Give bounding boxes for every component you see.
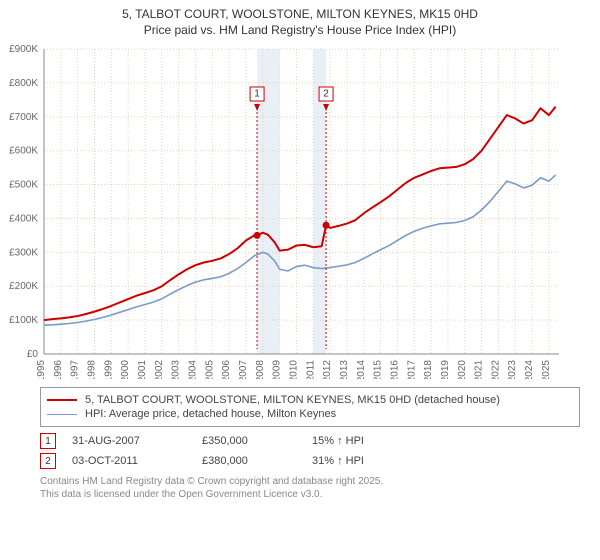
annotation-price: £350,000 (202, 435, 312, 447)
annotation-pct: 15% ↑ HPI (312, 435, 432, 447)
annotation-row: 2 03-OCT-2011 £380,000 31% ↑ HPI (40, 453, 600, 469)
svg-text:2015: 2015 (373, 360, 384, 379)
legend: 5, TALBOT COURT, WOOLSTONE, MILTON KEYNE… (40, 387, 580, 427)
svg-text:£600K: £600K (9, 146, 38, 157)
svg-text:2018: 2018 (423, 360, 434, 379)
footer-line-1: Contains HM Land Registry data © Crown c… (40, 475, 600, 488)
chart-area: £0 £100K £200K £300K £400K £500K £600K £700K £80… (4, 44, 600, 379)
svg-text:£0: £0 (27, 349, 39, 360)
svg-text:2025: 2025 (541, 360, 552, 379)
svg-text:1996: 1996 (53, 360, 64, 379)
svg-text:2014: 2014 (356, 360, 367, 379)
svg-text:1: 1 (254, 89, 260, 100)
price-chart-svg: £0 £100K £200K £300K £400K £500K £600K £700K £80… (4, 44, 564, 379)
svg-text:£700K: £700K (9, 112, 38, 123)
title-line-2: Price paid vs. HM Land Registry's House … (0, 22, 600, 38)
sale-annotations: 1 31-AUG-2007 £350,000 15% ↑ HPI 2 03-OC… (40, 433, 600, 469)
svg-text:2012: 2012 (322, 360, 333, 379)
svg-text:1998: 1998 (86, 360, 97, 379)
svg-text:£300K: £300K (9, 248, 38, 259)
svg-text:1997: 1997 (70, 360, 81, 379)
svg-text:2021: 2021 (474, 360, 485, 379)
title-line-1: 5, TALBOT COURT, WOOLSTONE, MILTON KEYNE… (0, 6, 600, 22)
svg-text:1999: 1999 (103, 360, 114, 379)
legend-label: HPI: Average price, detached house, Milt… (85, 408, 336, 420)
svg-text:2003: 2003 (171, 360, 182, 379)
legend-swatch (47, 414, 77, 416)
svg-text:2000: 2000 (120, 360, 131, 379)
annotation-date: 03-OCT-2011 (72, 455, 202, 467)
annotation-row: 1 31-AUG-2007 £350,000 15% ↑ HPI (40, 433, 600, 449)
svg-text:2009: 2009 (272, 360, 283, 379)
svg-text:1995: 1995 (36, 360, 47, 379)
svg-text:2006: 2006 (221, 360, 232, 379)
svg-text:2017: 2017 (406, 360, 417, 379)
annotation-marker: 1 (40, 433, 56, 449)
svg-text:2019: 2019 (440, 360, 451, 379)
svg-text:2: 2 (323, 89, 329, 100)
svg-text:2001: 2001 (137, 360, 148, 379)
svg-text:2010: 2010 (288, 360, 299, 379)
annotation-pct: 31% ↑ HPI (312, 455, 432, 467)
footer-line-2: This data is licensed under the Open Gov… (40, 488, 600, 501)
legend-label: 5, TALBOT COURT, WOOLSTONE, MILTON KEYNE… (85, 394, 500, 406)
annotation-price: £380,000 (202, 455, 312, 467)
chart-footer: Contains HM Land Registry data © Crown c… (40, 475, 600, 501)
svg-text:2008: 2008 (255, 360, 266, 379)
svg-text:£400K: £400K (9, 214, 38, 225)
legend-item: HPI: Average price, detached house, Milt… (47, 408, 573, 420)
svg-text:2024: 2024 (524, 360, 535, 379)
svg-text:2016: 2016 (389, 360, 400, 379)
legend-swatch (47, 399, 77, 401)
svg-text:£800K: £800K (9, 78, 38, 89)
svg-text:2002: 2002 (154, 360, 165, 379)
svg-text:£900K: £900K (9, 44, 38, 55)
svg-text:2022: 2022 (490, 360, 501, 379)
svg-text:2023: 2023 (507, 360, 518, 379)
annotation-date: 31-AUG-2007 (72, 435, 202, 447)
annotation-marker: 2 (40, 453, 56, 469)
svg-text:2004: 2004 (187, 360, 198, 379)
legend-item: 5, TALBOT COURT, WOOLSTONE, MILTON KEYNE… (47, 394, 573, 406)
svg-text:2011: 2011 (305, 360, 316, 379)
svg-text:£200K: £200K (9, 282, 38, 293)
svg-text:£100K: £100K (9, 315, 38, 326)
svg-text:2007: 2007 (238, 360, 249, 379)
svg-text:£500K: £500K (9, 180, 38, 191)
chart-title-block: 5, TALBOT COURT, WOOLSTONE, MILTON KEYNE… (0, 0, 600, 38)
svg-text:2020: 2020 (457, 360, 468, 379)
svg-text:2005: 2005 (204, 360, 215, 379)
svg-text:2013: 2013 (339, 360, 350, 379)
